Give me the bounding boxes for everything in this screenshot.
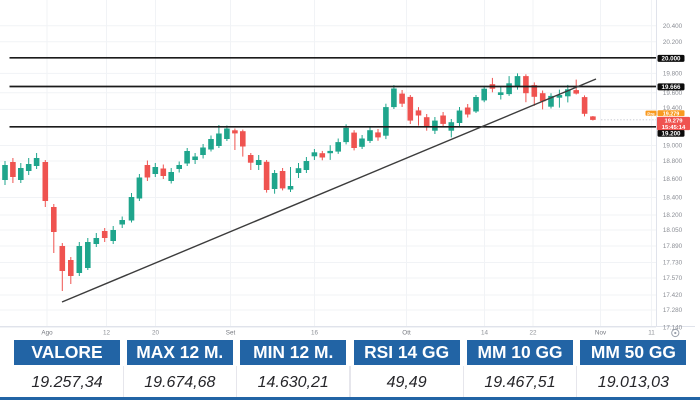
svg-text:18.800: 18.800 [663, 158, 683, 165]
svg-text:11: 11 [648, 330, 655, 337]
svg-text:Ott: Ott [402, 330, 411, 337]
svg-text:19.666: 19.666 [662, 84, 681, 91]
svg-text:Pre: Pre [647, 111, 655, 116]
svg-text:14: 14 [481, 330, 489, 337]
svg-text:16: 16 [311, 330, 319, 337]
svg-text:Nov: Nov [595, 330, 607, 337]
svg-text:18.600: 18.600 [663, 176, 683, 183]
svg-text:17.140: 17.140 [663, 325, 683, 332]
svg-text:12: 12 [103, 330, 111, 337]
svg-text:17.730: 17.730 [663, 260, 683, 267]
svg-text:18.050: 18.050 [663, 227, 683, 234]
svg-text:19.000: 19.000 [663, 143, 683, 150]
svg-text:19.279: 19.279 [663, 111, 680, 117]
svg-text:17.420: 17.420 [663, 292, 683, 299]
svg-text:15:45:14: 15:45:14 [662, 125, 686, 131]
svg-text:22: 22 [529, 330, 537, 337]
svg-text:20.400: 20.400 [663, 23, 683, 30]
svg-text:19.279: 19.279 [664, 118, 683, 124]
svg-text:20.200: 20.200 [663, 39, 683, 46]
svg-text:Ago: Ago [41, 330, 53, 337]
svg-text:17.280: 17.280 [663, 307, 683, 314]
svg-text:19.600: 19.600 [663, 90, 683, 97]
svg-text:19.800: 19.800 [663, 71, 683, 78]
svg-text:17.890: 17.890 [663, 243, 683, 250]
svg-text:18.400: 18.400 [663, 195, 683, 202]
svg-text:Set: Set [226, 330, 236, 337]
svg-text:20.000: 20.000 [662, 56, 681, 63]
svg-text:19.400: 19.400 [663, 105, 683, 112]
svg-text:19.200: 19.200 [662, 130, 681, 137]
svg-text:18.200: 18.200 [663, 212, 683, 219]
svg-text:20: 20 [152, 330, 160, 337]
svg-text:17.570: 17.570 [663, 275, 683, 282]
